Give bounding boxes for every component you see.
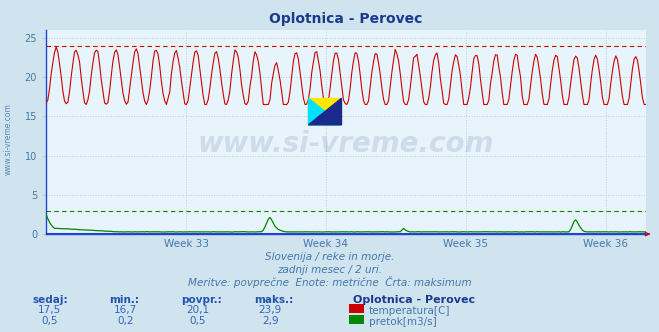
Polygon shape — [308, 98, 341, 125]
Text: Oplotnica - Perovec: Oplotnica - Perovec — [353, 295, 474, 305]
Polygon shape — [308, 98, 341, 125]
Text: 23,9: 23,9 — [258, 305, 282, 315]
Text: 20,1: 20,1 — [186, 305, 210, 315]
Text: Meritve: povprečne  Enote: metrične  Črta: maksimum: Meritve: povprečne Enote: metrične Črta:… — [188, 276, 471, 288]
Text: min.:: min.: — [109, 295, 139, 305]
Text: Slovenija / reke in morje.: Slovenija / reke in morje. — [265, 252, 394, 262]
Title: Oplotnica - Perovec: Oplotnica - Perovec — [270, 12, 422, 26]
Text: www.si-vreme.com: www.si-vreme.com — [3, 104, 13, 175]
Text: 0,2: 0,2 — [117, 316, 134, 326]
Text: sedaj:: sedaj: — [33, 295, 69, 305]
Text: 16,7: 16,7 — [113, 305, 137, 315]
Text: pretok[m3/s]: pretok[m3/s] — [369, 317, 437, 327]
Text: temperatura[C]: temperatura[C] — [369, 306, 451, 316]
Text: maks.:: maks.: — [254, 295, 293, 305]
Text: 17,5: 17,5 — [38, 305, 61, 315]
Text: 2,9: 2,9 — [262, 316, 279, 326]
Text: 0,5: 0,5 — [41, 316, 58, 326]
Text: 0,5: 0,5 — [189, 316, 206, 326]
Text: www.si-vreme.com: www.si-vreme.com — [198, 130, 494, 158]
Text: zadnji mesec / 2 uri.: zadnji mesec / 2 uri. — [277, 265, 382, 275]
Polygon shape — [308, 98, 341, 125]
Text: povpr.:: povpr.: — [181, 295, 222, 305]
